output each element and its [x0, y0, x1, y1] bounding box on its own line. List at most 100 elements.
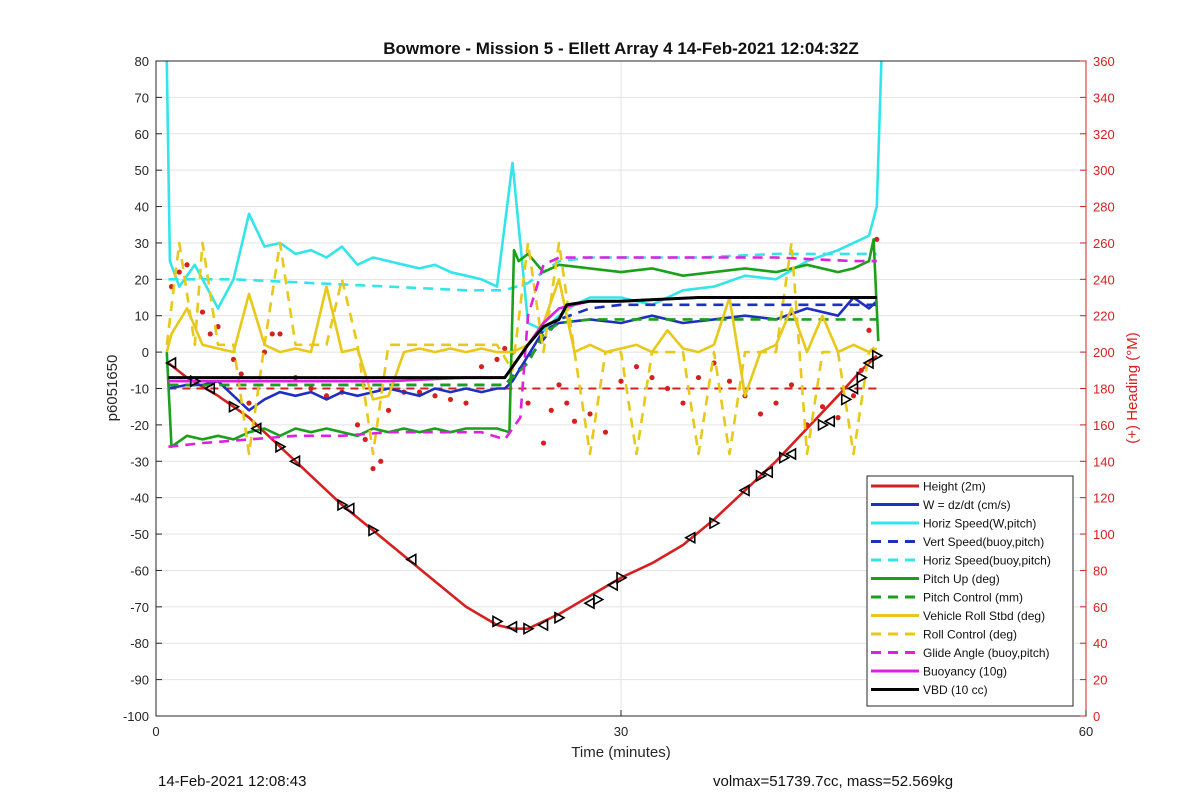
heading-point	[184, 262, 190, 268]
triangle-marker	[189, 374, 202, 388]
y-tick-label-1: -90	[130, 673, 149, 688]
axes: -100-90-80-70-60-50-40-30-20-10010203040…	[123, 54, 1115, 739]
heading-point	[587, 411, 593, 417]
triangle-marker	[862, 356, 874, 370]
heading-point	[199, 309, 206, 315]
y2-tick-label-15: 300	[1093, 163, 1115, 178]
legend-label-3: Vert Speed(buoy,pitch)	[923, 535, 1044, 549]
y2-tick-label-7: 140	[1093, 454, 1115, 469]
series-line-2	[165, 60, 883, 332]
triangle-marker	[275, 440, 287, 454]
heading-point	[695, 374, 702, 381]
chart-title: Bowmore - Mission 5 - Ellett Array 4 14-…	[383, 39, 859, 58]
heading-point	[277, 331, 283, 337]
y-tick-label-2: -80	[130, 636, 149, 651]
y2-tick-label-9: 180	[1093, 382, 1115, 397]
heading-point	[788, 382, 795, 388]
y-tick-label-3: -70	[130, 600, 149, 615]
heading-point	[618, 378, 624, 384]
heading-point	[269, 331, 275, 337]
triangle-marker	[778, 451, 791, 464]
triangle-marker	[337, 498, 349, 512]
heading-point	[835, 415, 841, 421]
heading-point	[680, 400, 686, 406]
triangle-marker	[343, 502, 355, 515]
y2-tick-label-10: 200	[1093, 345, 1115, 360]
heading-point	[571, 418, 578, 424]
y2-tick-label-5: 100	[1093, 527, 1115, 542]
y2-tick-label-16: 320	[1093, 127, 1115, 142]
y2-tick-label-11: 220	[1093, 309, 1115, 324]
triangle-marker	[592, 593, 605, 606]
heading-point	[416, 389, 423, 395]
y-tick-label-0: -100	[123, 709, 149, 724]
series-line-5	[165, 238, 880, 448]
heading-point	[633, 364, 640, 370]
heading-point	[463, 400, 469, 406]
heading-point	[757, 411, 764, 417]
series-line-1	[168, 296, 878, 412]
triangle-marker	[492, 615, 504, 628]
triangle-marker	[554, 611, 566, 625]
triangle-marker	[164, 356, 177, 370]
legend-label-9: Glide Angle (buoy,pitch)	[923, 646, 1050, 660]
y2-tick-label-3: 60	[1093, 600, 1107, 615]
triangle-marker	[846, 382, 859, 395]
y-tick-label-6: -40	[130, 491, 149, 506]
y-tick-label-15: 50	[135, 163, 149, 178]
y2-tick-label-18: 360	[1093, 54, 1115, 69]
heading-point	[207, 331, 213, 337]
heading-point	[548, 407, 554, 413]
y2-axis-label: (+) Heading (°M)	[1124, 332, 1141, 443]
y-tick-label-9: -10	[130, 382, 149, 397]
heading-point	[726, 378, 733, 384]
y-tick-label-8: -20	[130, 418, 149, 433]
heading-point	[478, 364, 485, 370]
heading-point	[432, 393, 438, 399]
triangle-marker	[523, 622, 535, 636]
heading-point	[238, 371, 244, 377]
y2-tick-label-0: 0	[1093, 709, 1100, 724]
y-tick-label-17: 70	[135, 90, 149, 105]
heading-point	[176, 269, 182, 275]
y-tick-label-16: 60	[135, 127, 149, 142]
triangle-marker	[817, 418, 830, 432]
y2-tick-label-12: 240	[1093, 272, 1115, 287]
heading-point	[850, 393, 857, 399]
y2-tick-label-13: 260	[1093, 236, 1115, 251]
x-tick-label-1: 30	[614, 724, 628, 739]
heading-point	[494, 356, 500, 362]
triangle-marker	[784, 447, 797, 461]
heading-point	[447, 396, 454, 403]
heading-point	[540, 440, 547, 446]
x-tick-label-0: 0	[152, 724, 159, 739]
triangle-marker	[755, 469, 768, 483]
heading-point	[866, 327, 872, 333]
plot-area	[164, 60, 884, 636]
legend-label-7: Vehicle Roll Stbd (deg)	[923, 609, 1045, 623]
heading-point	[362, 436, 368, 443]
legend-label-2: Horiz Speed(W,pitch)	[923, 517, 1036, 531]
y-axis-label: p6051650	[104, 355, 121, 422]
y2-tick-label-8: 160	[1093, 418, 1115, 433]
triangle-marker	[203, 382, 216, 395]
triangle-marker	[368, 524, 380, 537]
heading-point	[354, 422, 361, 428]
series-line-11	[168, 296, 877, 380]
triangle-marker	[840, 393, 853, 406]
heading-point	[385, 407, 392, 413]
heading-point	[564, 400, 570, 406]
x-tick-label-2: 60	[1079, 724, 1093, 739]
legend-label-4: Horiz Speed(buoy,pitch)	[923, 554, 1051, 568]
legend-label-0: Height (2m)	[923, 480, 986, 494]
y2-tick-label-14: 280	[1093, 200, 1115, 215]
footer-vehicle-info: volmax=51739.7cc, mass=52.569kg	[713, 773, 954, 790]
heading-point	[773, 400, 779, 406]
heading-point	[323, 393, 330, 399]
footer-timestamp: 14-Feb-2021 12:08:43	[158, 773, 307, 790]
triangle-marker	[228, 400, 241, 414]
legend-label-11: VBD (10 cc)	[923, 683, 988, 697]
y-tick-label-7: -30	[130, 454, 149, 469]
legend-box	[866, 475, 1074, 707]
